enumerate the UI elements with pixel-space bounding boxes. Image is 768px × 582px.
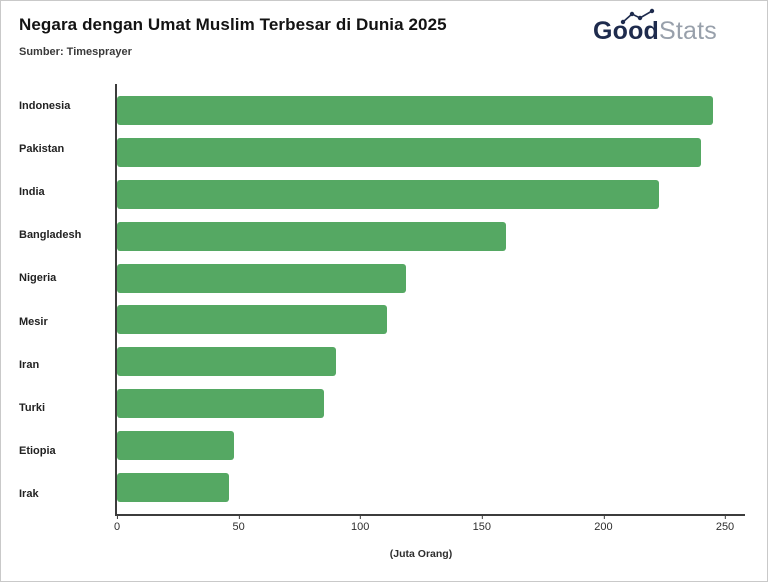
category-label: India bbox=[19, 186, 45, 198]
category-label: Pakistan bbox=[19, 142, 65, 155]
bar-chart: Indonesia Pakistan India Bangladesh Nigeria M… bbox=[19, 84, 745, 560]
x-axis-ticks: 0 50 100 150 200 250 bbox=[113, 514, 734, 534]
x-tick-label: 200 bbox=[594, 515, 613, 533]
goodstats-logo: GoodStats bbox=[592, 8, 717, 46]
bar-row bbox=[117, 257, 725, 299]
bar bbox=[117, 96, 713, 126]
bar-row bbox=[117, 299, 725, 341]
bar bbox=[117, 138, 701, 168]
category-label: Bangladesh bbox=[19, 229, 82, 242]
bar-row bbox=[117, 90, 725, 132]
category-label: Indonesia bbox=[19, 99, 71, 112]
bar bbox=[117, 388, 324, 418]
category-label: Iran bbox=[19, 358, 40, 371]
y-axis-labels: Indonesia Pakistan India Bangladesh Nigeria M… bbox=[19, 84, 115, 516]
bar bbox=[117, 305, 387, 335]
header: Negara dengan Umat Muslim Terbesar di Du… bbox=[19, 8, 745, 58]
bar-row bbox=[117, 424, 725, 466]
bars-area: 0 50 100 150 200 250 (Juta Orang) bbox=[114, 84, 745, 560]
plot-area: Indonesia Pakistan India Bangladesh Nigeria M… bbox=[19, 84, 745, 560]
header-text: Negara dengan Umat Muslim Terbesar di Du… bbox=[19, 15, 447, 58]
bar bbox=[117, 347, 336, 377]
category-label: Mesir bbox=[19, 315, 48, 328]
line-chart-icon bbox=[620, 8, 655, 25]
x-tick-label: 100 bbox=[351, 515, 370, 533]
logo-text-bold: Good bbox=[592, 17, 660, 45]
bar bbox=[117, 263, 407, 293]
bar-row bbox=[117, 174, 725, 216]
category-label: Etiopia bbox=[19, 445, 56, 458]
bar bbox=[117, 221, 507, 251]
x-tick-label: 250 bbox=[715, 515, 735, 533]
logo-text-light: Stats bbox=[659, 17, 717, 45]
x-tick-label: 0 bbox=[113, 515, 121, 533]
x-axis-label: (Juta Orang) bbox=[389, 548, 453, 560]
bar bbox=[117, 179, 660, 209]
bar-row bbox=[117, 215, 725, 257]
x-axis-label-row: (Juta Orang) bbox=[117, 544, 725, 562]
page-title: Negara dengan Umat Muslim Terbesar di Du… bbox=[19, 15, 447, 34]
x-tick-label: 50 bbox=[232, 515, 245, 533]
bar-row bbox=[117, 132, 725, 174]
bar bbox=[117, 472, 229, 502]
bar bbox=[117, 430, 234, 460]
x-tick-label: 150 bbox=[472, 515, 491, 533]
category-label: Turki bbox=[19, 402, 46, 415]
bar-row bbox=[117, 466, 725, 508]
category-label: Irak bbox=[19, 488, 39, 501]
source-label: Sumber: Timesprayer bbox=[19, 46, 132, 58]
category-label: Nigeria bbox=[19, 272, 57, 285]
bar-row bbox=[117, 341, 725, 383]
bar-row bbox=[117, 383, 725, 425]
